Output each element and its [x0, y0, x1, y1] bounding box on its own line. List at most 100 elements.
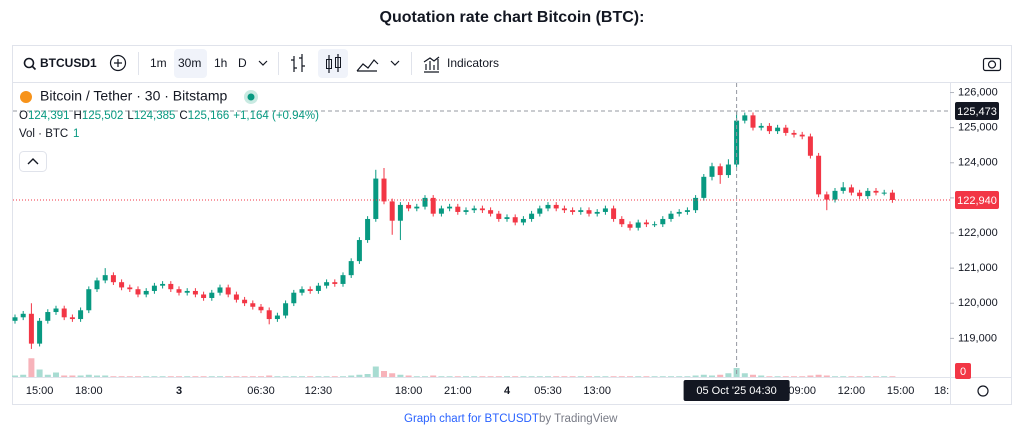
x-tick-label: 18:00: [395, 385, 423, 397]
ohlc-value: 124,385: [134, 110, 176, 122]
candle-body: [28, 313, 34, 344]
volume-bar: [446, 376, 453, 377]
compare-button[interactable]: [109, 54, 127, 72]
symbol-search[interactable]: BTCUSD1: [23, 56, 97, 71]
candle-body: [889, 192, 895, 200]
candle-body: [53, 308, 59, 313]
volume-bar: [750, 374, 756, 377]
candle-body: [250, 303, 256, 307]
volume-bar: [422, 376, 428, 377]
candle-body: [176, 289, 182, 293]
area-icon[interactable]: [356, 59, 379, 72]
volume-bar: [635, 376, 642, 377]
candle-body: [315, 285, 321, 291]
indicators-button[interactable]: Indicators: [423, 56, 499, 73]
volume-bar: [405, 375, 412, 377]
interval-button[interactable]: 1m: [150, 56, 167, 70]
volume-bar: [495, 376, 502, 377]
volume-bar: [741, 373, 748, 377]
volume-bar: [118, 376, 125, 377]
ohlc-value: 124,391: [28, 110, 70, 122]
volume-bar: [151, 376, 158, 377]
candle-body: [504, 217, 510, 219]
volume-bar: [823, 375, 830, 377]
candle-body: [668, 213, 674, 219]
volume-bar: [69, 375, 76, 377]
candle-body: [365, 218, 371, 241]
candle-body: [791, 132, 797, 135]
volume-bar: [192, 376, 199, 377]
candles-icon-body: [326, 59, 332, 69]
volume-bar: [725, 373, 732, 377]
volume-bar: [159, 376, 166, 377]
candle-body: [496, 213, 502, 219]
plus-icon: [114, 59, 122, 67]
volume-bar: [12, 375, 18, 377]
indicators-icon: [423, 56, 440, 73]
volume-bar: [143, 376, 150, 377]
x-tick-label: 05:30: [534, 385, 562, 397]
volume-bar: [323, 376, 330, 377]
candle-body: [242, 299, 248, 304]
candle-body: [586, 210, 592, 214]
volume-bar: [315, 376, 322, 377]
interval-button[interactable]: 30m: [178, 56, 201, 70]
candle-body: [438, 208, 444, 214]
candle-body: [479, 208, 485, 211]
volume-bar: [479, 376, 486, 377]
candle-body: [274, 315, 280, 320]
volume-bar: [282, 376, 289, 377]
candle-body: [151, 285, 157, 291]
bars-icon[interactable]: [291, 54, 305, 72]
volume-legend-value: 1: [73, 128, 79, 140]
volume-bar: [692, 375, 699, 377]
candle-body: [266, 310, 272, 320]
y-tick-label: 125,000: [958, 122, 998, 134]
interval-button[interactable]: D: [238, 56, 247, 70]
candle-body: [693, 197, 699, 211]
x-tick-label: 12:00: [838, 385, 866, 397]
y-tick-label: 124,000: [958, 157, 998, 169]
candle-body: [701, 176, 707, 198]
footer-link[interactable]: Graph chart for BTCUSDT: [404, 413, 539, 425]
candle-body: [430, 197, 436, 214]
interval-button[interactable]: 1h: [214, 56, 227, 70]
volume-bar: [413, 376, 420, 377]
search-icon-handle: [31, 65, 37, 71]
candle-body: [209, 292, 215, 298]
candle-body: [848, 187, 854, 193]
candle-body: [471, 208, 477, 211]
candle-body: [578, 210, 584, 212]
candle-body: [102, 275, 108, 281]
volume-bar: [208, 376, 215, 377]
candle-body: [324, 282, 330, 286]
volume-bar: [110, 376, 117, 377]
ohlc-key: L: [127, 110, 134, 122]
volume-bar: [463, 376, 469, 377]
candle-body: [340, 275, 346, 284]
collapse-button[interactable]: [19, 151, 47, 172]
candle-body: [463, 210, 469, 212]
chart-type-dropdown[interactable]: [390, 60, 400, 66]
candle-body: [832, 190, 838, 200]
candle-body: [627, 224, 633, 228]
volume-bar: [454, 376, 461, 377]
volume-bar: [873, 376, 879, 377]
volume-bar: [774, 376, 781, 377]
volume-bar: [85, 374, 92, 377]
candle-body: [775, 127, 781, 132]
x-tick-label: 4: [504, 385, 511, 397]
candle-body: [233, 294, 239, 300]
candle-body: [406, 204, 412, 209]
volume-bar: [676, 376, 683, 377]
candle-body: [553, 204, 559, 209]
candle-body: [684, 210, 690, 212]
settings-button[interactable]: [977, 385, 989, 397]
interval-dropdown[interactable]: [258, 60, 268, 66]
snapshot-button[interactable]: [982, 57, 1002, 72]
candle-body: [348, 261, 354, 276]
volume-bar: [331, 376, 338, 377]
candles-active-bg: [318, 49, 348, 78]
volume-bar: [430, 375, 437, 377]
candle-body: [676, 211, 682, 214]
